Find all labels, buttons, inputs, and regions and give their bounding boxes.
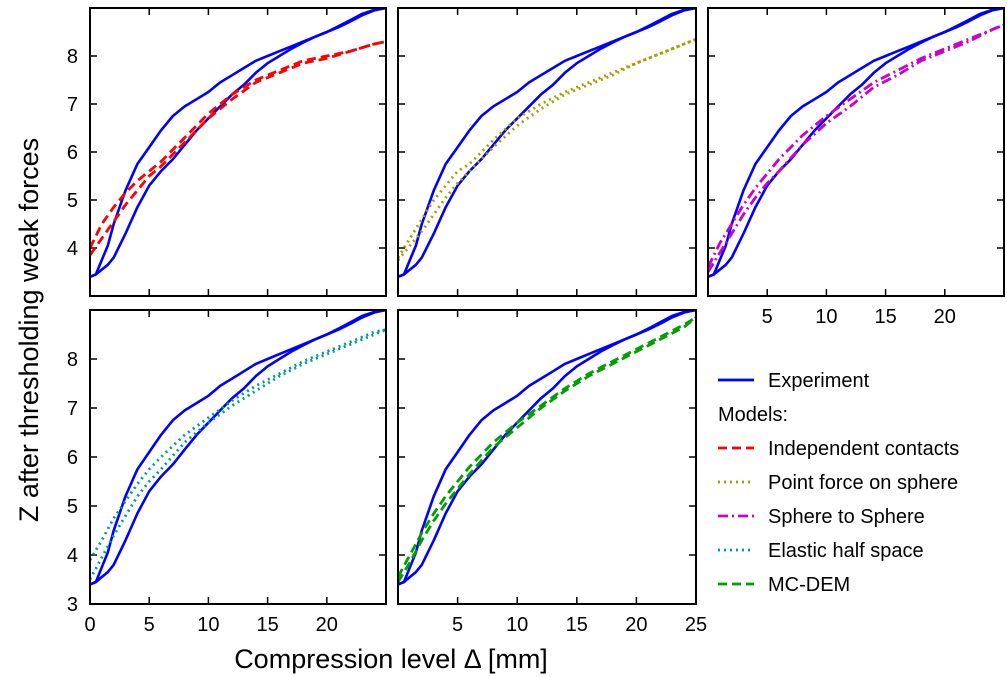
model-series-branch-1 — [90, 328, 386, 561]
y-tick-label: 4 — [67, 238, 78, 260]
model-series-branch-2 — [708, 23, 1004, 273]
model-series-branch-1 — [398, 37, 696, 259]
legend-label: MC-DEM — [768, 574, 850, 596]
x-tick-label: 25 — [685, 614, 707, 636]
y-tick-label: 7 — [67, 94, 78, 116]
legend-item: Sphere to Sphere — [718, 506, 925, 528]
panels: 4 5 6 7 8 5 10 15 20 0 5 10 15 20 3 4 5 6 7 8 5 10 15 20 25 — [67, 7, 1005, 636]
legend-item: MC-DEM — [718, 574, 850, 596]
legend-header: Models: — [718, 404, 788, 426]
y-axis-label: Z after thresholding weak forces — [14, 138, 44, 522]
x-tick-label: 20 — [316, 614, 338, 636]
plot-frame — [89, 7, 387, 297]
y-tick-label: 5 — [67, 190, 78, 212]
legend-item: Experiment — [718, 370, 870, 392]
legend-label: Elastic half space — [768, 540, 924, 562]
legend-item: Elastic half space — [718, 540, 924, 562]
model-series-branch-2 — [398, 37, 696, 261]
plot-frame — [707, 7, 1005, 297]
experiment-series-branch-1 — [708, 8, 1004, 279]
x-tick-label: 20 — [934, 306, 956, 328]
experiment-series-branch-2 — [708, 8, 1004, 279]
legend: Experiment Models: Independent contacts Poi… — [718, 370, 959, 596]
experiment-series-branch-1 — [90, 8, 386, 279]
x-tick-label: 10 — [197, 614, 219, 636]
model-series-branch-2 — [398, 316, 696, 583]
panel-5: 5 10 15 20 25 — [397, 309, 707, 636]
y-tick-label: 8 — [67, 46, 78, 68]
x-tick-label: 5 — [452, 614, 463, 636]
y-tick-label: 8 — [67, 349, 78, 371]
plot-frame — [397, 309, 697, 605]
experiment-series-branch-1 — [398, 310, 696, 586]
x-tick-label: 20 — [625, 614, 647, 636]
x-tick-label: 0 — [84, 614, 95, 636]
legend-label: Experiment — [768, 370, 870, 392]
experiment-series-branch-2 — [398, 310, 696, 586]
x-tick-label: 15 — [256, 614, 278, 636]
model-series-branch-2 — [90, 328, 386, 581]
model-series-branch-1 — [90, 40, 386, 249]
y-tick-label: 6 — [67, 142, 78, 164]
x-tick-label: 10 — [506, 614, 528, 636]
y-tick-label: 4 — [67, 545, 78, 567]
panel-3: 5 10 15 20 — [707, 7, 1005, 328]
legend-item: Point force on sphere — [718, 472, 958, 494]
legend-label: Point force on sphere — [768, 472, 958, 494]
experiment-series-branch-2 — [398, 8, 696, 279]
legend-label: Independent contacts — [768, 438, 959, 460]
x-tick-label: 10 — [815, 306, 837, 328]
x-axis-label: Compression level Δ [mm] — [234, 644, 548, 674]
model-series-branch-1 — [708, 23, 1004, 268]
y-tick-label: 5 — [67, 496, 78, 518]
plot-frame — [89, 309, 387, 605]
model-series-branch-1 — [398, 316, 696, 578]
legend-item: Independent contacts — [718, 438, 959, 460]
experiment-series-branch-2 — [90, 310, 386, 586]
y-tick-label: 6 — [67, 447, 78, 469]
x-tick-label: 15 — [874, 306, 896, 328]
experiment-series-branch-2 — [90, 8, 386, 279]
plot-frame — [397, 7, 697, 297]
panel-4: 0 5 10 15 20 3 4 5 6 7 8 — [67, 309, 387, 636]
x-tick-label: 5 — [144, 614, 155, 636]
legend-label: Sphere to Sphere — [768, 506, 925, 528]
panel-1: 4 5 6 7 8 — [67, 7, 387, 297]
experiment-series-branch-1 — [90, 310, 386, 586]
panel-2 — [397, 7, 697, 297]
experiment-series-branch-1 — [398, 8, 696, 279]
y-tick-label: 7 — [67, 398, 78, 420]
legend-item: Models: — [718, 404, 788, 426]
y-tick-label: 3 — [67, 594, 78, 616]
model-series-branch-2 — [90, 40, 386, 257]
x-tick-label: 5 — [762, 306, 773, 328]
x-tick-label: 15 — [566, 614, 588, 636]
